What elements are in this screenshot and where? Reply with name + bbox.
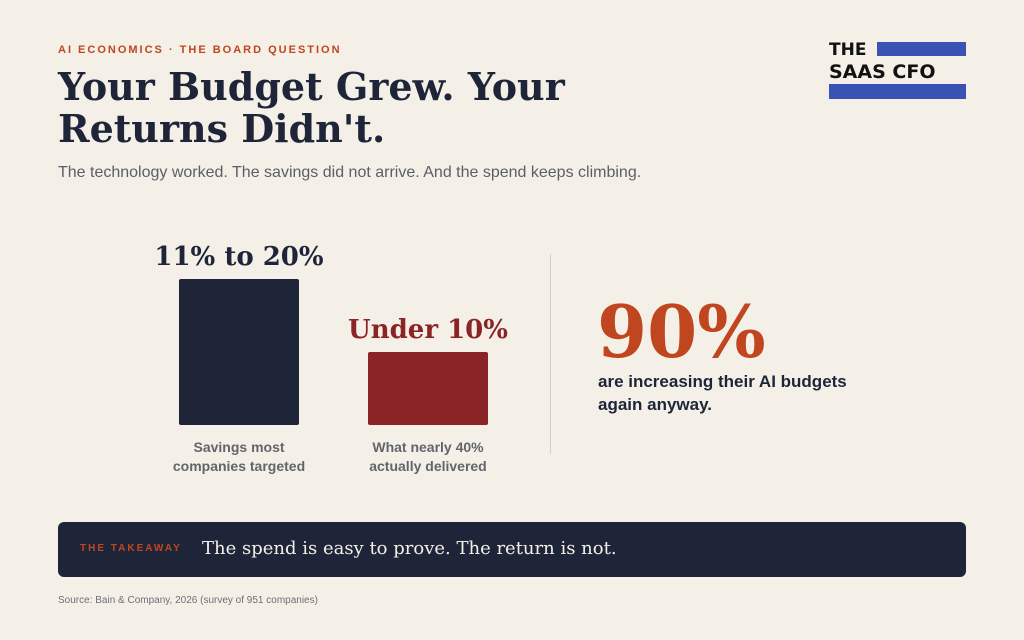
stat-value: 90%	[597, 289, 766, 374]
source-note: Source: Bain & Company, 2026 (survey of …	[58, 595, 318, 606]
bar-value-label-1: 11% to 20%	[154, 242, 324, 272]
takeaway-label: THE TAKEAWAY	[80, 543, 182, 554]
page-title: Your Budget Grew. Your Returns Didn't.	[58, 64, 565, 151]
takeaway-banner: THE TAKEAWAY The spend is easy to prove.…	[58, 522, 966, 577]
logo-line-2: SAAS CFO	[829, 61, 936, 83]
page-subtitle: The technology worked. The savings did n…	[58, 164, 642, 181]
bar-2	[368, 352, 488, 425]
bar-1	[179, 279, 299, 425]
logo-line-1: THE	[829, 40, 867, 60]
bar-value-label-2: Under 10%	[348, 315, 508, 345]
section-divider	[550, 254, 551, 454]
logo-bottom-stripe	[829, 84, 966, 99]
takeaway-text: The spend is easy to prove. The return i…	[202, 538, 617, 559]
logo-top-stripe	[877, 42, 966, 56]
bar-category-label-1: Savings most companies targeted	[172, 439, 306, 474]
brand-logo: THE SAAS CFO	[829, 40, 966, 100]
eyebrow-label: AI ECONOMICS · THE BOARD QUESTION	[58, 44, 342, 56]
stat-description: are increasing their AI budgets again an…	[598, 372, 847, 414]
bar-category-label-2: What nearly 40% actually delivered	[369, 439, 487, 474]
